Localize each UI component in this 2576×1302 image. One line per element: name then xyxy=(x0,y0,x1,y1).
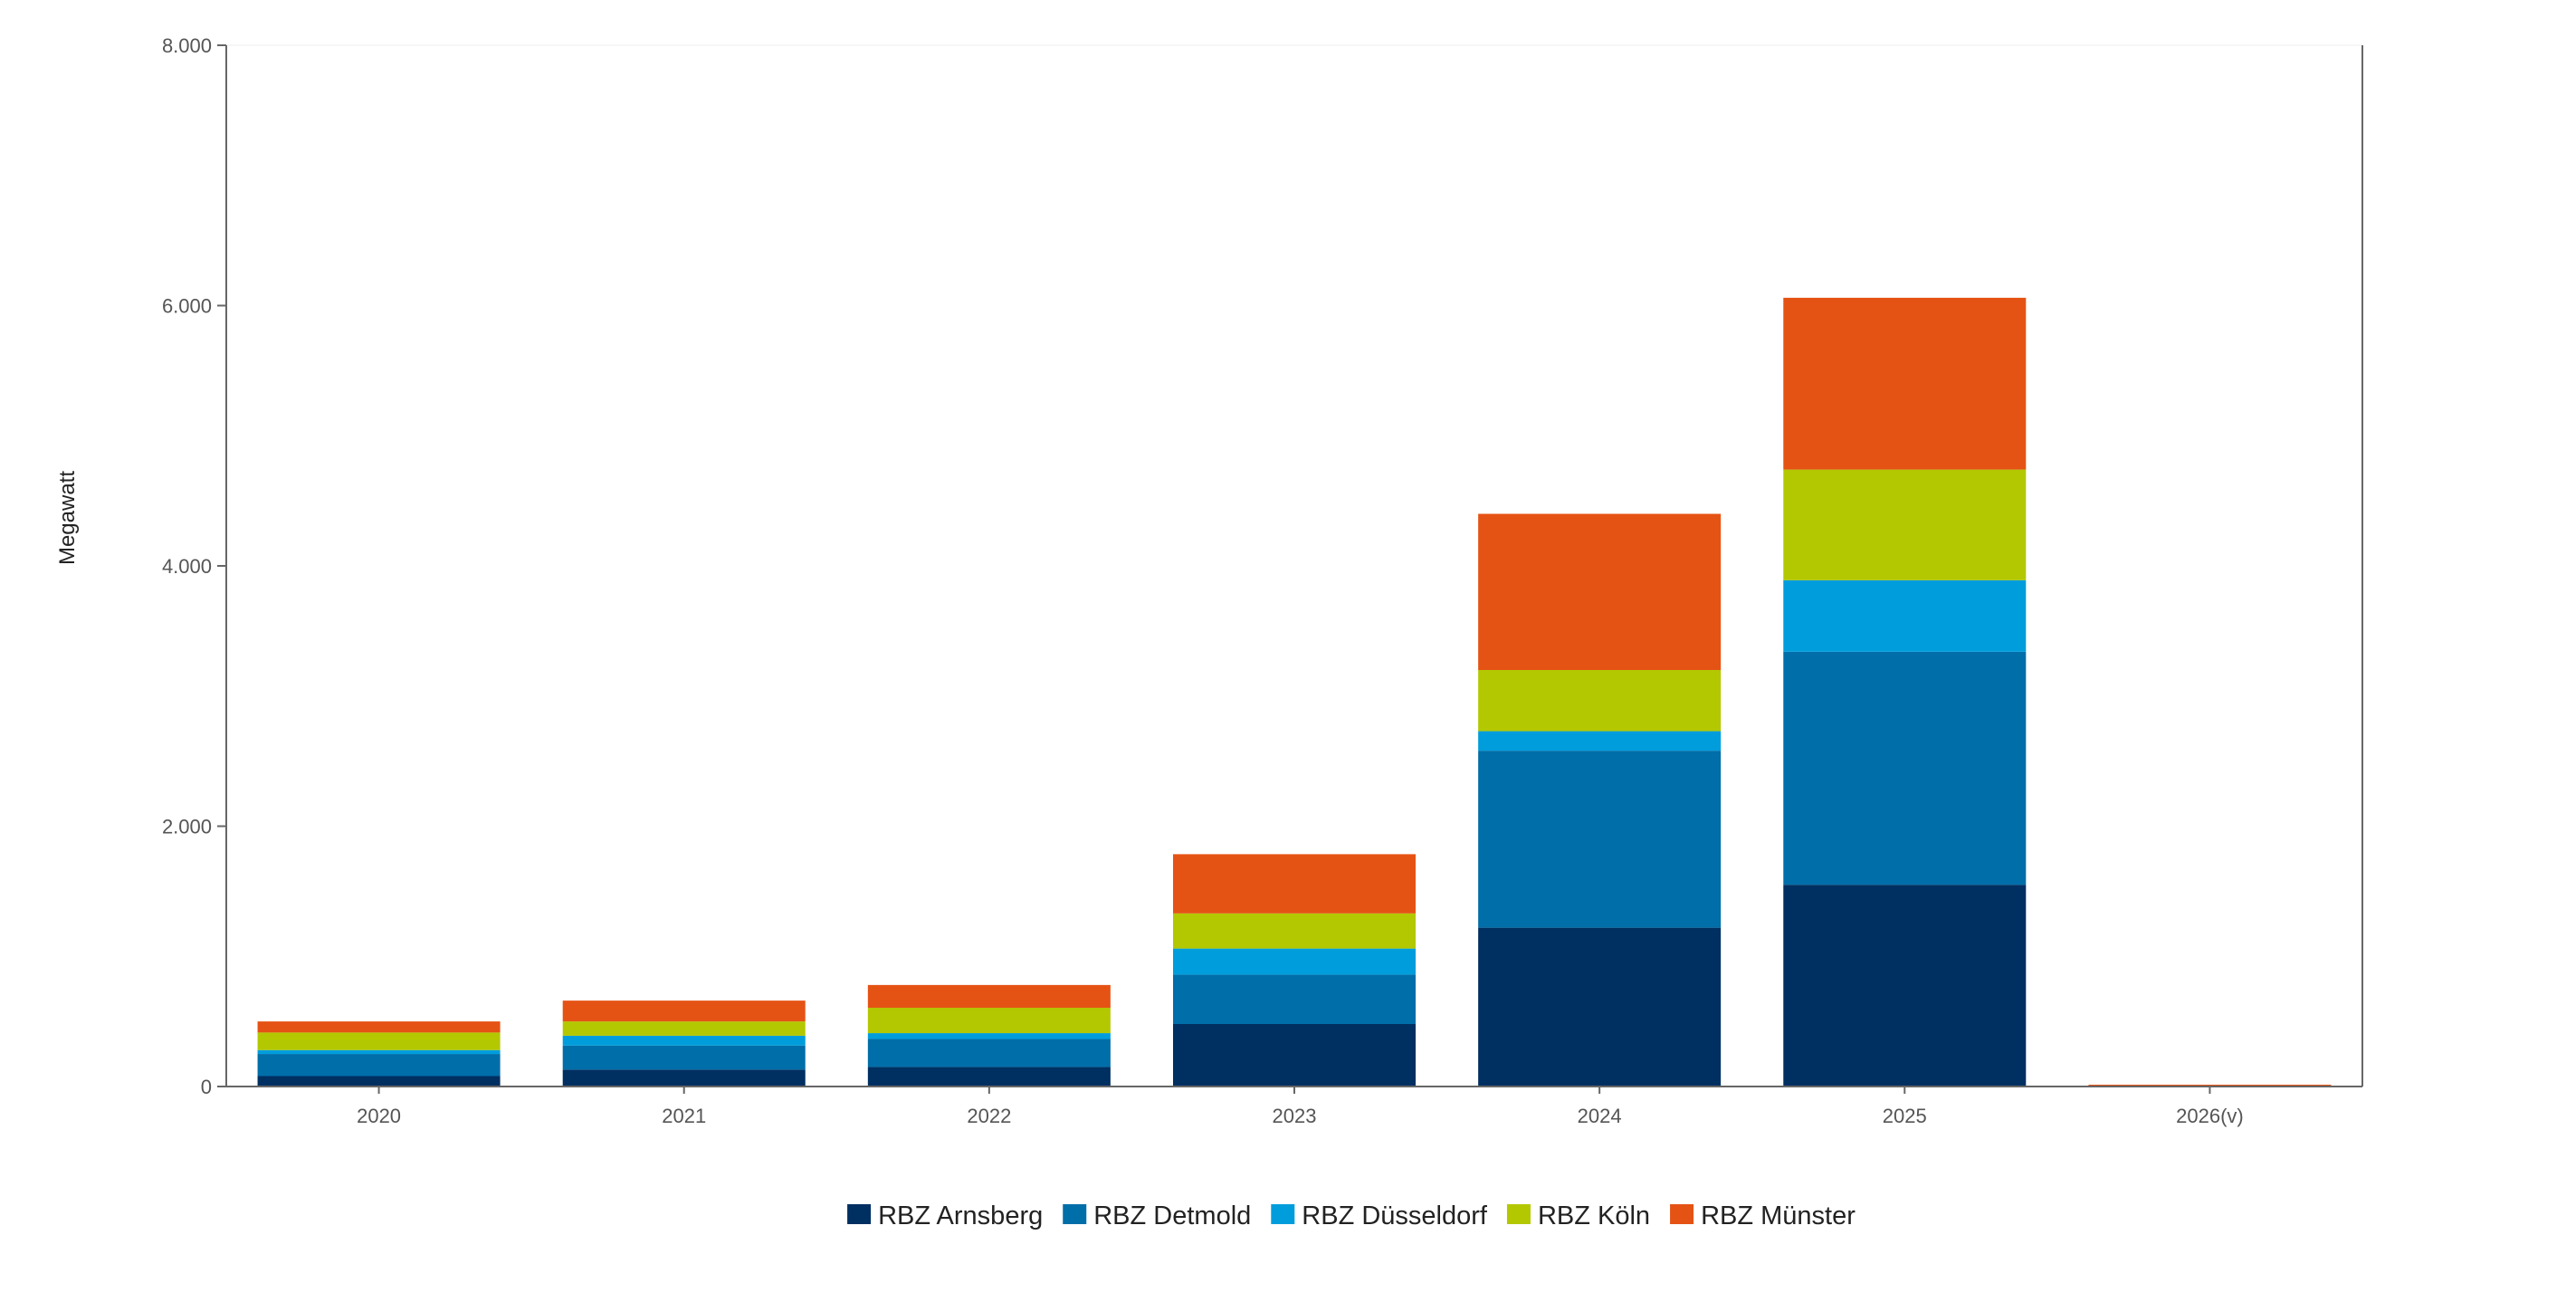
legend-item: RBZ Detmold xyxy=(1063,1201,1251,1230)
legend-swatch xyxy=(1271,1204,1295,1224)
bar-segment-2020-series-3 xyxy=(257,1032,501,1050)
bar-segment-2024-series-1 xyxy=(1478,751,1722,928)
bar-segment-2024-series-2 xyxy=(1478,731,1722,752)
bar-segment-2022-series-3 xyxy=(867,1008,1111,1034)
bar-segment-2024-series-0 xyxy=(1478,927,1722,1087)
bar-segment-2022-series-2 xyxy=(867,1033,1111,1039)
bar-segment-2020-series-0 xyxy=(257,1076,501,1087)
bar-segment-2022-series-0 xyxy=(867,1067,1111,1087)
bar-segment-2020-series-2 xyxy=(257,1049,501,1055)
legend-swatch xyxy=(1506,1204,1531,1224)
legend: RBZ Arnsberg RBZ Detmold RBZ Düsseldorf RBZ… xyxy=(847,1201,1856,1230)
bar-segment-2021-series-0 xyxy=(562,1069,806,1087)
x-tick-label: 2022 xyxy=(967,1105,1011,1127)
x-tick-label: 2023 xyxy=(1273,1105,1317,1127)
bars xyxy=(257,297,2332,1087)
legend-label: RBZ Detmold xyxy=(1093,1201,1251,1230)
bar-segment-2023-series-1 xyxy=(1172,974,1417,1025)
bar-segment-2024-series-4 xyxy=(1478,513,1722,670)
bar-segment-2023-series-2 xyxy=(1172,948,1417,975)
x-tick-label: 2021 xyxy=(662,1105,706,1127)
y-tick-label: 0 xyxy=(201,1076,212,1098)
legend-label: RBZ Münster xyxy=(1701,1201,1856,1230)
bar-segment-2020-series-1 xyxy=(257,1054,501,1077)
bar-segment-2024-series-3 xyxy=(1478,670,1722,732)
bar-segment-2022-series-1 xyxy=(867,1039,1111,1067)
legend-swatch xyxy=(1670,1204,1694,1224)
bar-segment-2025-series-4 xyxy=(1783,297,2027,470)
legend-swatch xyxy=(847,1204,872,1224)
y-tick-label: 6.000 xyxy=(162,295,212,318)
x-tick-label: 2025 xyxy=(1883,1105,1927,1127)
bar-segment-2025-series-0 xyxy=(1783,885,2027,1087)
bar-segment-2021-series-1 xyxy=(562,1045,806,1070)
legend-label: RBZ Arnsberg xyxy=(878,1201,1043,1230)
bar-segment-2020-series-4 xyxy=(257,1021,501,1033)
x-tick-label: 2024 xyxy=(1578,1105,1622,1127)
bar-segment-2021-series-3 xyxy=(562,1021,806,1036)
legend-item: RBZ Köln xyxy=(1506,1201,1650,1230)
legend-item: RBZ Düsseldorf xyxy=(1271,1201,1488,1230)
bar-segment-2025-series-3 xyxy=(1783,469,2027,580)
bar-segment-2025-series-2 xyxy=(1783,579,2027,652)
legend-swatch xyxy=(1063,1204,1087,1224)
bar-segment-2025-series-1 xyxy=(1783,651,2027,886)
legend-item: RBZ Arnsberg xyxy=(847,1201,1043,1230)
bar-segment-2021-series-2 xyxy=(562,1035,806,1046)
bar-segment-2023-series-4 xyxy=(1172,854,1417,914)
y-tick-label: 2.000 xyxy=(162,816,212,838)
axes: 2020 2021 2022 2023 2024 2025 2026(v) 0 2.000 4.0… xyxy=(162,34,2362,1127)
bar-segment-2022-series-4 xyxy=(867,984,1111,1009)
legend-label: RBZ Düsseldorf xyxy=(1302,1201,1488,1230)
legend-item: RBZ Münster xyxy=(1670,1201,1856,1230)
plot-frame xyxy=(226,44,2363,1087)
bar-segment-2023-series-3 xyxy=(1172,913,1417,949)
y-axis-title: Megawatt xyxy=(55,471,80,565)
y-tick-label: 8.000 xyxy=(162,34,212,57)
y-tick-label: 4.000 xyxy=(162,555,212,578)
x-tick-label: 2020 xyxy=(357,1105,401,1127)
bar-segment-2021-series-4 xyxy=(562,1000,806,1022)
bar-segment-2023-series-0 xyxy=(1172,1024,1417,1087)
x-tick-label: 2026(v) xyxy=(2176,1105,2244,1127)
legend-label: RBZ Köln xyxy=(1538,1201,1650,1230)
